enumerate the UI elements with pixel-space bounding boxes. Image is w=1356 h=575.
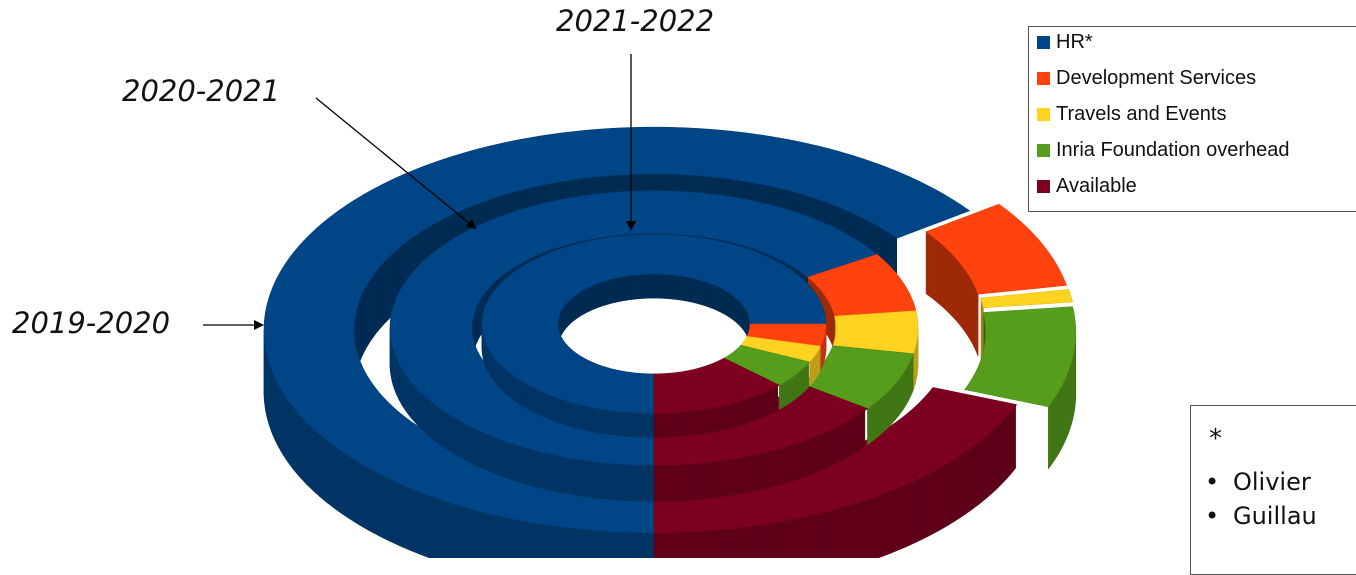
donut-chart (203, 54, 1077, 558)
legend-item-available: Available (1037, 173, 1137, 199)
legend-swatch-travels-and-events (1037, 107, 1050, 121)
legend-label-available: Available (1056, 174, 1137, 197)
slice-2019-2020-hr (263, 126, 971, 534)
note-marker: * (1209, 424, 1222, 454)
ring-label-2021-2022: 2021-2022 (556, 4, 715, 38)
bullet-icon: • (1205, 468, 1220, 496)
note-item: • Olivier (1205, 468, 1311, 496)
ring-label-2019-2020: 2019-2020 (12, 306, 171, 340)
legend-swatch-hr (1037, 35, 1050, 49)
legend-label-inria-foundation-overhead: Inria Foundation overhead (1056, 138, 1290, 161)
legend-label-development-services: Development Services (1056, 66, 1257, 89)
legend-item-development-services: Development Services (1037, 65, 1256, 91)
legend-swatch-available (1037, 179, 1050, 193)
note-item: • Guillau (1205, 502, 1317, 530)
legend-label-hr: HR* (1056, 30, 1093, 53)
note-item-text: Guillau (1233, 502, 1317, 530)
arrow-2020-2021 (315, 97, 477, 230)
legend-item-travels-and-events: Travels and Events (1037, 101, 1226, 127)
ring-label-2020-2021: 2020-2021 (122, 74, 281, 108)
legend-swatch-inria-foundation-overhead (1037, 143, 1050, 157)
slice-2021-2022-available (653, 357, 781, 414)
legend-swatch-development-services (1037, 71, 1050, 85)
legend: HR* Development Services Travels and Eve… (1028, 26, 1356, 212)
hr-note-box: * • Olivier • Guillau (1190, 405, 1356, 575)
note-item-text: Olivier (1233, 468, 1311, 496)
bullet-icon: • (1205, 502, 1220, 530)
legend-item-hr: HR* (1037, 29, 1093, 55)
legend-item-inria-foundation-overhead: Inria Foundation overhead (1037, 137, 1290, 163)
slice-2019-2020-travels-and-events (979, 289, 1073, 309)
slice-2019-2020-development-services (925, 203, 1067, 295)
legend-label-travels-and-events: Travels and Events (1056, 102, 1227, 125)
ring-2021-2022 (481, 234, 827, 438)
slice-2019-2020-inria-foundation-overhead (964, 306, 1077, 408)
